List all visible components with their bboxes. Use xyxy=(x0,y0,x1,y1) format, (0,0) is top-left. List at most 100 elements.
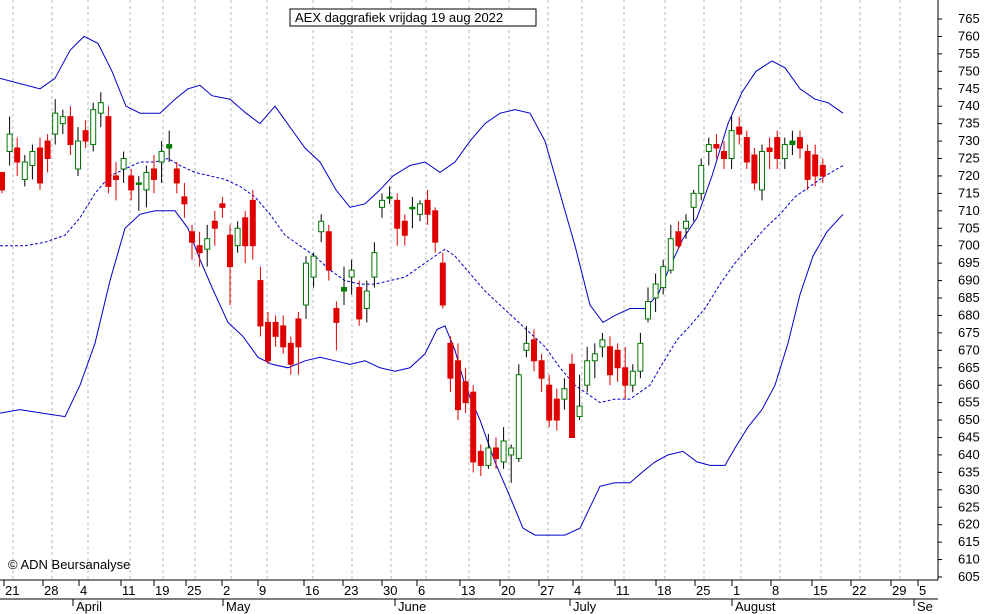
candle-body xyxy=(135,182,142,185)
candle xyxy=(652,273,659,312)
candle xyxy=(379,193,385,218)
x-tick-label: 25 xyxy=(187,583,201,598)
candle xyxy=(401,214,408,246)
candle xyxy=(713,134,720,159)
x-tick-label: 25 xyxy=(696,583,710,598)
candle xyxy=(698,158,705,201)
candle xyxy=(546,374,553,428)
candle-body xyxy=(181,196,188,205)
x-tick-label: 21 xyxy=(5,583,19,598)
candle-body xyxy=(698,164,705,194)
candle-body xyxy=(515,374,522,459)
candle-body xyxy=(660,266,667,289)
candle xyxy=(181,182,188,218)
candle xyxy=(629,364,636,393)
candle-body xyxy=(713,144,720,149)
candle-body xyxy=(242,217,249,247)
candle xyxy=(584,346,591,393)
candle-body xyxy=(234,227,241,247)
month-label: Se xyxy=(917,599,933,614)
candle xyxy=(173,161,180,194)
y-tick-label: 760 xyxy=(958,28,980,43)
candle-body xyxy=(333,307,340,323)
candle-body xyxy=(272,321,279,337)
month-label: August xyxy=(735,599,776,614)
y-tick-label: 635 xyxy=(958,464,980,479)
candle xyxy=(52,99,59,145)
x-tick-label: 16 xyxy=(305,583,319,598)
candle xyxy=(622,346,629,400)
candle xyxy=(82,120,89,149)
x-tick-label: 9 xyxy=(259,583,266,598)
candle-body xyxy=(637,342,644,372)
candle xyxy=(348,259,355,295)
x-tick-label: 4 xyxy=(80,583,87,598)
candle xyxy=(470,385,477,473)
candle-body xyxy=(318,220,325,233)
candle-body xyxy=(37,147,43,184)
month-label: May xyxy=(226,599,251,614)
candle xyxy=(607,336,613,386)
x-tick-label: 18 xyxy=(657,583,671,598)
candle-body xyxy=(44,140,51,159)
candle xyxy=(135,175,142,211)
candle-body xyxy=(819,164,826,177)
candle xyxy=(409,196,416,229)
candle-body xyxy=(417,203,423,215)
candle xyxy=(37,137,43,190)
x-tick-label: 4 xyxy=(574,583,581,598)
candle xyxy=(819,158,826,183)
y-tick-label: 610 xyxy=(958,552,980,567)
candle-body xyxy=(348,269,355,278)
candle xyxy=(645,287,651,323)
candle-body xyxy=(675,231,682,247)
x-tick-label: 20 xyxy=(501,583,515,598)
candle-body xyxy=(75,140,81,170)
candle-body xyxy=(211,220,218,229)
candle-body xyxy=(576,405,583,418)
candle-body xyxy=(166,144,173,149)
candle-body xyxy=(561,388,568,400)
candle-body xyxy=(143,171,150,191)
candle xyxy=(356,280,363,326)
candle-body xyxy=(128,175,135,191)
candle xyxy=(683,214,689,239)
candle xyxy=(637,332,644,379)
candle-body xyxy=(584,360,591,386)
candle-body xyxy=(151,168,157,180)
candle xyxy=(67,106,74,156)
candle-body xyxy=(599,339,606,348)
x-tick-label: 13 xyxy=(461,583,475,598)
candle xyxy=(21,155,28,187)
candle xyxy=(265,311,271,365)
x-tick-label: 30 xyxy=(383,583,397,598)
candle-body xyxy=(189,231,195,243)
candle xyxy=(211,210,218,246)
candle xyxy=(751,148,758,190)
candle xyxy=(424,189,431,225)
candle-body xyxy=(766,147,773,153)
candle-body xyxy=(447,342,454,379)
candle xyxy=(576,374,583,421)
candle xyxy=(781,137,788,169)
candle xyxy=(721,141,727,169)
y-tick-label: 720 xyxy=(958,168,980,183)
candle-body xyxy=(158,151,165,163)
candle-body xyxy=(265,321,271,362)
candle-body xyxy=(523,342,530,351)
candle xyxy=(371,242,378,288)
candle xyxy=(242,210,249,264)
candle-body xyxy=(470,391,477,463)
candle-body xyxy=(249,199,256,247)
y-tick-label: 740 xyxy=(958,98,980,113)
candle-body xyxy=(52,112,59,135)
candle xyxy=(272,315,279,347)
y-axis-ticks: 605 610 615 620 625 630 635 640 645 650 655 660 665 6… xyxy=(938,11,980,584)
candle xyxy=(675,221,682,250)
candle-body xyxy=(493,447,499,459)
candle xyxy=(29,144,36,180)
candle-body xyxy=(508,447,515,456)
y-tick-label: 705 xyxy=(958,220,980,235)
candle xyxy=(477,444,484,476)
candle xyxy=(531,329,537,372)
